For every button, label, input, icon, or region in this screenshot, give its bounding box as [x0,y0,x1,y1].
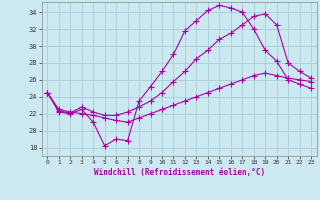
X-axis label: Windchill (Refroidissement éolien,°C): Windchill (Refroidissement éolien,°C) [94,168,265,177]
